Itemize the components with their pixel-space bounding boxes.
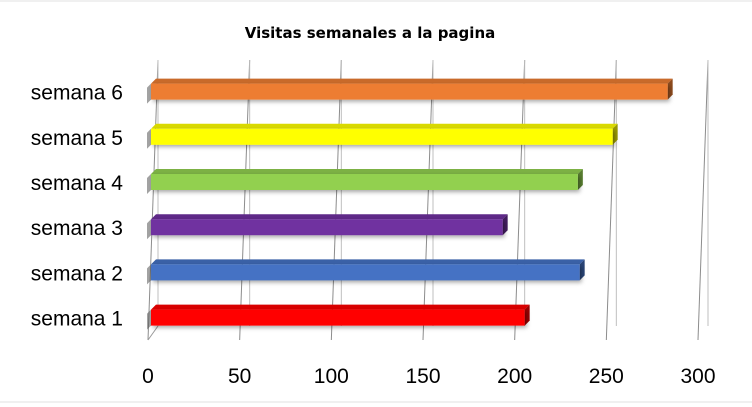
x-tick-label: 250: [589, 365, 624, 388]
bar-wall-shadow: [147, 128, 151, 149]
x-tick-label: 150: [405, 365, 440, 388]
category-label: semana 3: [31, 217, 123, 240]
bar-semana-5: [147, 123, 618, 149]
gridline-200: [514, 59, 526, 341]
bar-front-face: [151, 219, 503, 236]
gridline-300: [697, 59, 709, 341]
bar-wall-shadow: [147, 309, 151, 330]
bar-top-face: [151, 259, 585, 265]
bar-end-face: [579, 259, 585, 281]
bar-top-face: [151, 214, 508, 220]
category-label: semana 2: [31, 262, 123, 285]
bar-semana-2: [147, 259, 585, 285]
bar-end-face: [612, 123, 618, 145]
bar-top-face: [151, 123, 618, 129]
bar-semana-1: [147, 304, 530, 330]
bar-top-face: [151, 169, 583, 174]
bar-front-face: [151, 83, 668, 100]
bar-semana-4: [147, 169, 583, 194]
category-labels: semana 1 semana 2 semana 3 semana 4 semana 5…: [31, 82, 124, 331]
bar-front-face: [151, 309, 525, 326]
bar-top-face: [151, 304, 530, 310]
bar-end-face: [502, 214, 508, 236]
x-tick-label: 0: [142, 365, 154, 388]
gridline-50: [239, 59, 251, 341]
gridline-150: [422, 59, 434, 341]
category-label: semana 1: [31, 308, 123, 331]
bar-top-face: [151, 78, 673, 84]
x-tick-labels: 0 50 100 150 200 250 300: [142, 365, 715, 388]
bar-front-face: [151, 264, 580, 281]
bar-wall-shadow: [147, 83, 151, 104]
gridline-250: [605, 59, 617, 341]
wall-left-edge: [147, 325, 159, 341]
x-tick-label: 300: [680, 365, 715, 388]
bar-front-face: [151, 174, 578, 190]
bar-semana-6: [147, 78, 673, 104]
x-tick-label: 200: [497, 365, 532, 388]
bar-end-face: [577, 169, 583, 190]
gridlines: [147, 59, 709, 341]
x-tick-label: 50: [228, 365, 251, 388]
bars: [147, 78, 673, 330]
gridline-0: [147, 59, 159, 341]
bar-wall-shadow: [147, 219, 151, 240]
bar-end-face: [667, 78, 673, 100]
bar-front-face: [151, 128, 613, 145]
category-label: semana 4: [31, 172, 124, 195]
category-label: semana 5: [31, 127, 123, 150]
category-label: semana 6: [31, 82, 123, 105]
bar-wall-shadow: [147, 264, 151, 285]
bar-end-face: [524, 304, 530, 326]
gridline-100: [330, 59, 342, 341]
bar-semana-3: [147, 214, 508, 240]
chart-title: Visitas semanales a la pagina: [245, 24, 496, 42]
bar-wall-shadow: [147, 174, 151, 194]
x-tick-label: 100: [314, 365, 349, 388]
